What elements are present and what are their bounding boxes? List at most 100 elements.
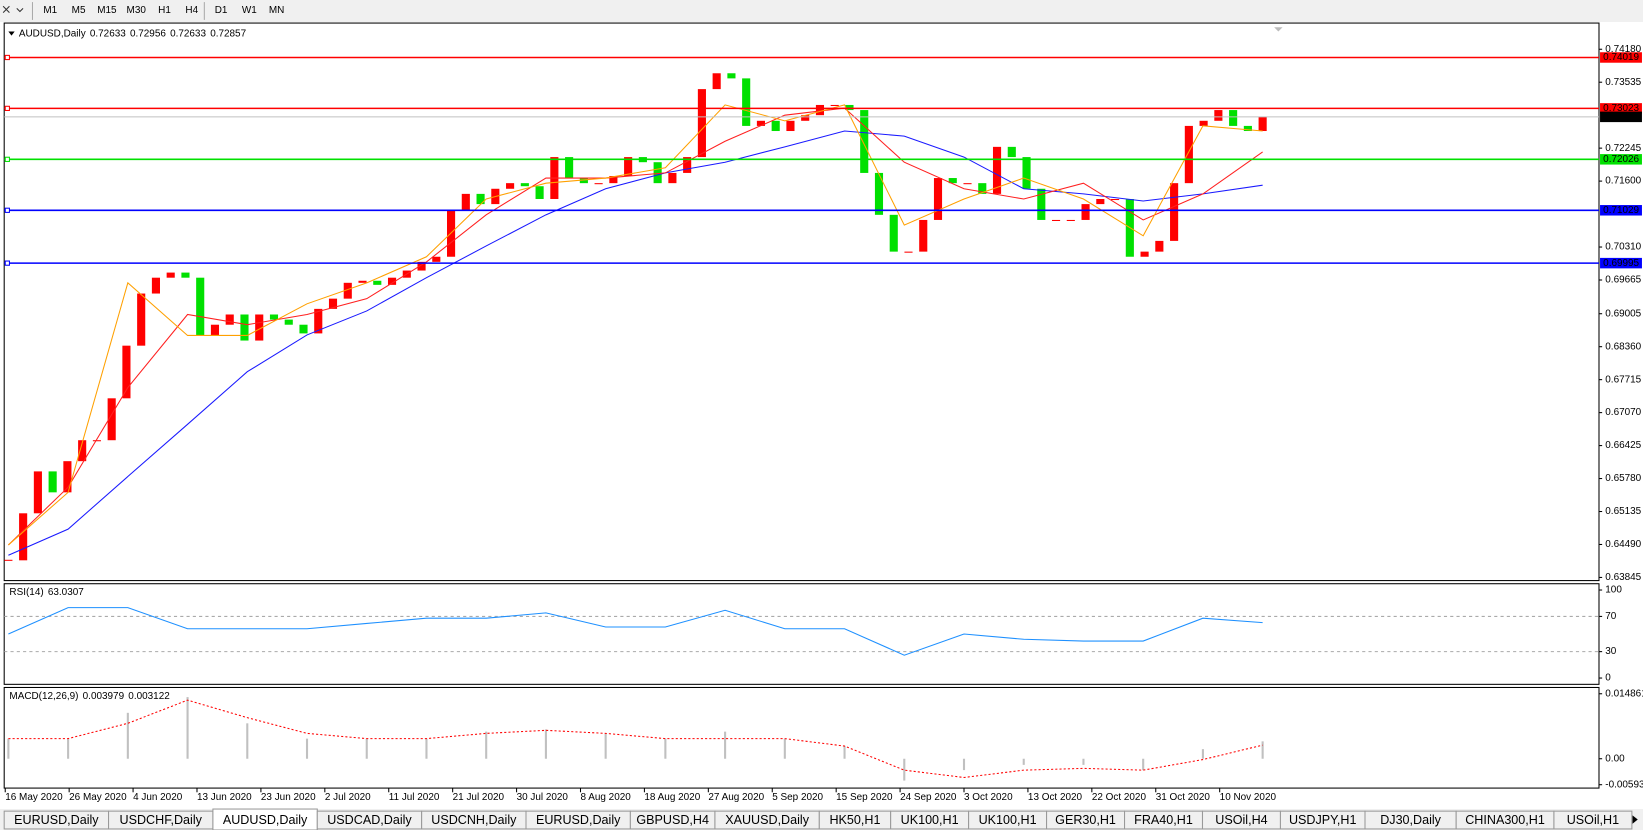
- moving-average: [8, 107, 1263, 546]
- timeframe-label[interactable]: H4: [185, 5, 198, 16]
- y-tick-label: 0.67715: [1605, 374, 1641, 385]
- level-handle: [4, 156, 10, 162]
- candle: [1066, 219, 1075, 221]
- x-tick-label: 4 Jun 2020: [133, 792, 183, 803]
- tab-label[interactable]: DJ30,Daily: [1380, 813, 1441, 827]
- signal-line: [8, 699, 1263, 779]
- tab-label[interactable]: GBPUSD,H4: [636, 813, 709, 827]
- candle: [830, 104, 839, 107]
- header-part: 0.72857: [210, 28, 246, 39]
- moving-average: [8, 104, 1263, 546]
- timeframe-label[interactable]: M15: [97, 5, 117, 16]
- candle: [255, 314, 264, 341]
- tab-label[interactable]: USDCNH,Daily: [431, 813, 517, 827]
- candle: [1199, 120, 1208, 126]
- tab-label[interactable]: AUDUSD,Daily: [223, 813, 308, 827]
- x-tick-label: 31 Oct 2020: [1156, 792, 1211, 803]
- candle: [269, 314, 279, 320]
- candle: [373, 280, 382, 285]
- tab-label[interactable]: GER30,H1: [1055, 813, 1116, 827]
- candle: [697, 89, 706, 158]
- x-tick-label: 8 Aug 2020: [580, 792, 631, 803]
- candle: [33, 471, 42, 514]
- candle: [1155, 240, 1164, 252]
- tab-label[interactable]: EURUSD,Daily: [536, 813, 621, 827]
- candle: [506, 183, 515, 189]
- timeframe-label[interactable]: M30: [127, 5, 147, 16]
- candle: [1170, 183, 1179, 241]
- y-tick-label: 0.69665: [1605, 275, 1641, 286]
- timeframe-button[interactable]: [236, 2, 262, 19]
- x-tick-label: 26 May 2020: [69, 792, 127, 803]
- timeframe-button[interactable]: [208, 2, 234, 19]
- price-pane: [3, 22, 1600, 582]
- toolbar-icon: [2, 5, 24, 13]
- x-tick-label: 5 Sep 2020: [772, 792, 823, 803]
- current-price-box: [1600, 111, 1642, 123]
- candle: [579, 178, 588, 184]
- x-tick-label: 22 Oct 2020: [1092, 792, 1147, 803]
- level-label-box: [1600, 257, 1642, 269]
- x-tick-label: 16 May 2020: [5, 792, 63, 803]
- timeframe-button[interactable]: [179, 2, 205, 19]
- tab[interactable]: [1553, 810, 1633, 830]
- timeframe-button[interactable]: [94, 2, 120, 19]
- timeframe-button[interactable]: [123, 2, 149, 19]
- candle: [63, 461, 72, 493]
- tab-label[interactable]: UK100,H1: [901, 813, 959, 827]
- level-label: 0.71029: [1603, 205, 1639, 216]
- tab-label[interactable]: USOil,H4: [1215, 813, 1267, 827]
- level-label-box: [1600, 154, 1642, 165]
- timeframe-button[interactable]: [151, 2, 178, 19]
- timeframe-label[interactable]: M1: [43, 5, 57, 16]
- tab-label[interactable]: HK50,H1: [829, 813, 880, 827]
- x-tick-label: 30 Jul 2020: [517, 792, 569, 803]
- rsi-pane: [3, 583, 1600, 685]
- header-arrow: [8, 31, 15, 36]
- candle: [137, 293, 146, 346]
- level-label: 0.74019: [1603, 52, 1639, 63]
- y-tick-label: 0.71600: [1605, 176, 1641, 187]
- candle: [1229, 110, 1238, 126]
- timeframe-button[interactable]: [264, 2, 290, 19]
- timeframe-button[interactable]: [37, 2, 63, 19]
- y-tick-label: 0: [1605, 673, 1611, 684]
- macd-bar: [724, 731, 727, 759]
- macd-pane: [3, 686, 1600, 789]
- candle: [904, 251, 913, 253]
- tab-label[interactable]: USDCHF,Daily: [120, 813, 203, 827]
- pane-header: MACD(12,26,9) 0.003979 0.003122: [9, 690, 170, 701]
- tab-label[interactable]: USDJPY,H1: [1289, 813, 1357, 827]
- tab-label[interactable]: FRA40,H1: [1134, 813, 1193, 827]
- tab-label[interactable]: XAUUSD,Daily: [725, 813, 809, 827]
- tab-label[interactable]: EURUSD,Daily: [14, 813, 99, 827]
- timeframe-label[interactable]: H1: [158, 5, 171, 16]
- candle: [801, 115, 810, 121]
- tab-label[interactable]: UK100,H1: [979, 813, 1037, 827]
- macd-bar: [365, 738, 368, 759]
- candle: [1037, 188, 1046, 220]
- candle: [933, 178, 943, 220]
- candle: [1214, 110, 1223, 121]
- header-part: 0.72633: [170, 28, 206, 39]
- candle: [122, 345, 131, 399]
- candle: [328, 298, 338, 309]
- timeframe-button[interactable]: [66, 2, 92, 19]
- timeframe-label[interactable]: W1: [242, 5, 257, 16]
- y-tick-label: 0.66425: [1605, 440, 1641, 451]
- tab-label[interactable]: CHINA300,H1: [1465, 813, 1545, 827]
- candle: [240, 314, 249, 341]
- candle: [948, 178, 957, 184]
- candle: [624, 157, 633, 176]
- current-price-label: 0.72857: [1603, 111, 1639, 122]
- candle: [845, 104, 854, 111]
- tab-label[interactable]: USOil,H1: [1567, 813, 1619, 827]
- timeframe-label[interactable]: MN: [269, 5, 284, 16]
- tab-label[interactable]: USDCAD,Daily: [327, 813, 412, 827]
- candle: [683, 157, 692, 173]
- candle: [78, 440, 87, 462]
- timeframe-label[interactable]: D1: [215, 5, 228, 16]
- timeframe-label[interactable]: M5: [72, 5, 86, 16]
